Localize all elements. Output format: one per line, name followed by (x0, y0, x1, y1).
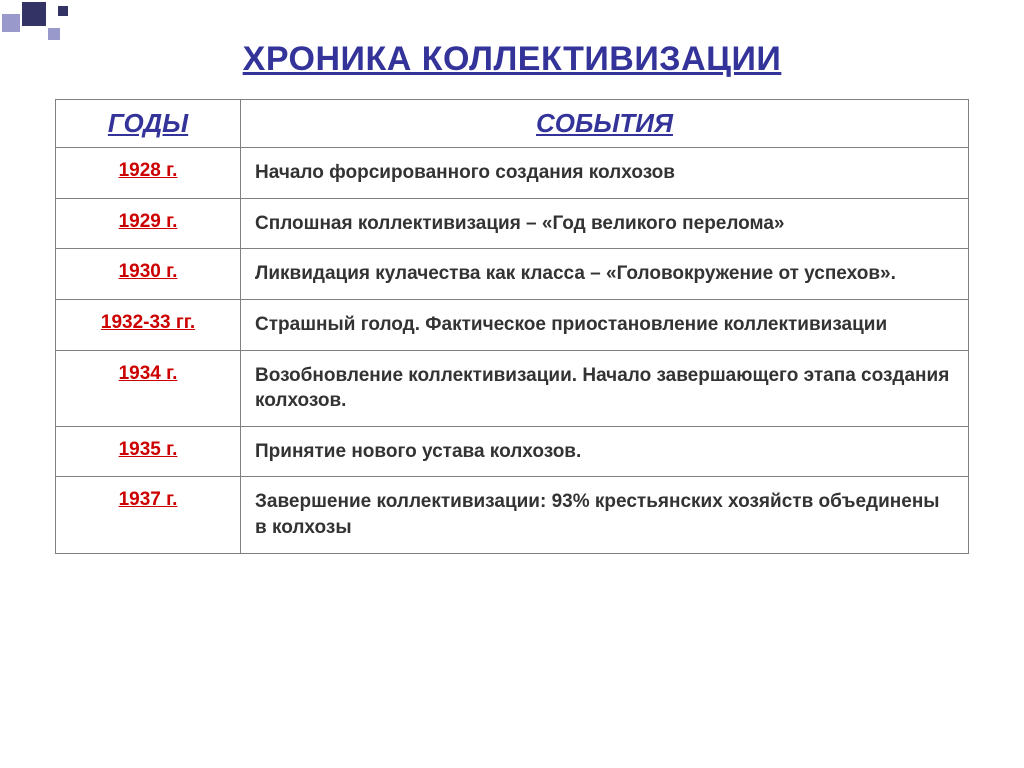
corner-decoration (0, 0, 140, 50)
event-cell: Завершение коллективизации: 93% крестьян… (241, 477, 969, 553)
table-row: 1928 г. Начало форсированного создания к… (56, 148, 969, 199)
header-years: ГОДЫ (56, 100, 241, 148)
event-cell: Ликвидация кулачества как класса – «Голо… (241, 249, 969, 300)
event-cell: Начало форсированного создания колхозов (241, 148, 969, 199)
table-row: 1932-33 гг. Страшный голод. Фактическое … (56, 299, 969, 350)
table-row: 1930 г. Ликвидация кулачества как класса… (56, 249, 969, 300)
event-cell: Принятие нового устава колхозов. (241, 426, 969, 477)
year-cell: 1932-33 гг. (56, 299, 241, 350)
chronicle-table: ГОДЫ СОБЫТИЯ 1928 г. Начало форсированно… (55, 99, 969, 554)
table-row: 1935 г. Принятие нового устава колхозов. (56, 426, 969, 477)
year-cell: 1934 г. (56, 350, 241, 426)
event-cell: Страшный голод. Фактическое приостановле… (241, 299, 969, 350)
table-row: 1929 г. Сплошная коллективизация – «Год … (56, 198, 969, 249)
table-row: 1937 г. Завершение коллективизации: 93% … (56, 477, 969, 553)
year-cell: 1935 г. (56, 426, 241, 477)
header-events: СОБЫТИЯ (241, 100, 969, 148)
table-header-row: ГОДЫ СОБЫТИЯ (56, 100, 969, 148)
year-cell: 1937 г. (56, 477, 241, 553)
table-row: 1934 г. Возобновление коллективизации. Н… (56, 350, 969, 426)
year-cell: 1929 г. (56, 198, 241, 249)
year-cell: 1928 г. (56, 148, 241, 199)
slide-title: ХРОНИКА КОЛЛЕКТИВИЗАЦИИ (55, 40, 969, 79)
event-cell: Сплошная коллективизация – «Год великого… (241, 198, 969, 249)
event-cell: Возобновление коллективизации. Начало за… (241, 350, 969, 426)
year-cell: 1930 г. (56, 249, 241, 300)
slide-content: ХРОНИКА КОЛЛЕКТИВИЗАЦИИ ГОДЫ СОБЫТИЯ 192… (0, 0, 1024, 574)
